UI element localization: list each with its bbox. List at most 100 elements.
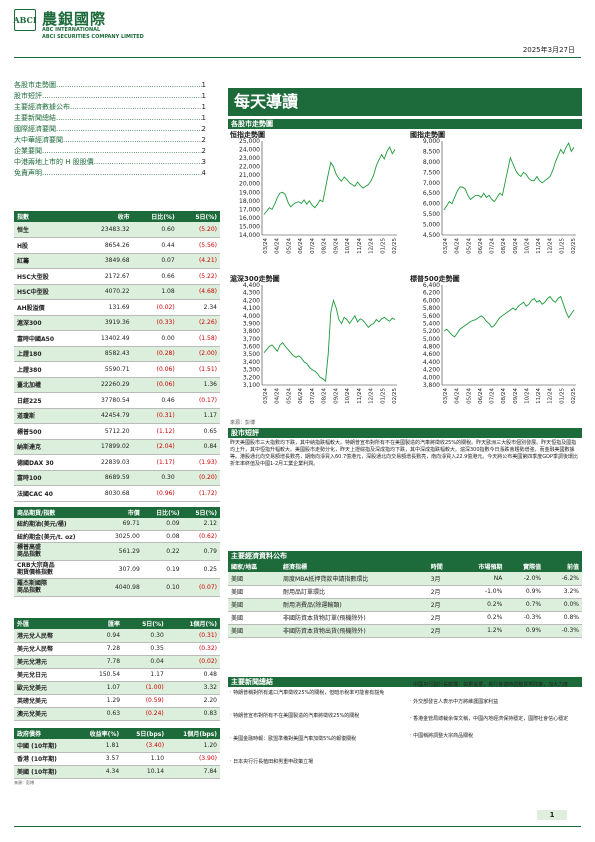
table-cell: 17899.02 [79, 439, 133, 455]
charts-area: 恒指走勢圖 25,000 24,000 23,000 22,000 21,000 20,00… [228, 128, 582, 423]
table-cell: 日經225 [14, 392, 80, 409]
y-tick-label: 22,000 [239, 164, 260, 171]
x-tick-label: 04/24 [275, 238, 281, 254]
table-cell: 0.04 [123, 655, 167, 669]
column-header: 日比(%) [142, 507, 183, 518]
table-cell: (0.24) [123, 707, 167, 721]
news-item: ‧ 中國央行副行長鄒瀾：如果需要，央行會適時調整貨幣政策，加大力度 [410, 682, 569, 688]
y-tick-label: 3,300 [243, 367, 260, 374]
table-cell: 澳元兌美元 [14, 707, 81, 721]
table-row: 紐約期金(美元/t. oz) 3025.00 0.08 (0.62) [14, 530, 220, 543]
table-cell: 港元兌人民幣 [14, 629, 81, 643]
table-cell: 2月 [427, 598, 457, 612]
table-cell: 納斯達克 [14, 439, 80, 455]
news-left-column: ‧ 特朗普稱對所有進口汽車徵收25%的關稅，但暗示稅率可能會有豁免 ‧ 特朗普宣布… [230, 690, 405, 782]
news-section-title: 主要新聞總結 [228, 677, 582, 687]
x-tick-label: 09/24 [333, 238, 339, 254]
table-cell: 紅籌 [14, 253, 80, 269]
table-cell: (1.51) [177, 361, 220, 378]
table-cell: (0.32) [166, 642, 220, 656]
toc-item[interactable]: 企業要聞....................................… [14, 146, 206, 157]
table-cell: (0.31) [166, 629, 220, 643]
table-cell: 美元兌人民幣 [14, 642, 81, 656]
column-header: 5日(%) [123, 618, 167, 629]
x-tick-label: 12/24 [548, 388, 554, 404]
chart-2: 滬深300走勢圖4,4004,3004,2004,1004,0003,9003,… [230, 274, 398, 404]
table-cell: (0.06) [132, 361, 178, 378]
table-cell: (0.96) [132, 485, 178, 502]
series-line [263, 145, 396, 215]
table-cell: 3.57 [75, 752, 123, 766]
toc-item-page: 4 [201, 169, 206, 177]
toc-item[interactable]: 免責声明....................................… [14, 168, 206, 179]
table-cell: 13402.49 [79, 330, 133, 347]
y-tick-label: 17,000 [239, 206, 260, 213]
table-cell: 歐元兌美元 [14, 681, 81, 695]
table-row: 美元兌人民幣 7.28 0.35 (0.32) [14, 642, 220, 656]
y-tick-label: 6,000 [423, 297, 440, 304]
charts-section-title: 各股市走勢圖 [228, 119, 582, 129]
table-cell: -0.3% [544, 624, 582, 638]
toc-item[interactable]: 主要新聞總結..................................… [14, 113, 206, 124]
table-row: AH股溢價 131.69 (0.02) 2.34 [14, 299, 220, 316]
toc-item-page: 1 [201, 114, 206, 122]
toc-item[interactable]: 主要經濟數據公布................................… [14, 102, 206, 113]
table-cell: 非國防資本貨物訂單(飛機除外) [280, 611, 428, 625]
table-cell: 3025.00 [101, 530, 143, 543]
x-tick-label: 11/24 [536, 388, 542, 404]
table-row: 臺北加權 22260.29 (0.06) 1.36 [14, 377, 220, 393]
econ-table: 國家/地區 經濟指標 時間 市場預期 實際值 前值 美國 周度MBA抵押貸款申請指數環比 3月 N… [228, 561, 582, 638]
y-tick-label: 4,400 [423, 359, 440, 366]
table-cell: (1.12) [132, 423, 178, 440]
table-cell: 2172.67 [79, 268, 133, 285]
x-tick-label: 10/24 [524, 238, 530, 254]
x-tick-label: 02/25 [571, 238, 577, 254]
x-tick-label: 05/24 [466, 238, 472, 254]
table-cell: 2月 [427, 624, 457, 638]
logo-text: ABCI [13, 15, 37, 25]
table-cell: 23483.32 [79, 222, 133, 238]
y-tick-label: 6,400 [423, 282, 440, 289]
y-tick-label: 5,800 [423, 305, 440, 312]
x-tick-label: 09/24 [513, 388, 519, 404]
table-cell: 0.9% [505, 585, 545, 599]
table-row: 歐元兌美元 1.07 (1.00) 3.32 [14, 681, 220, 695]
page-number: 1 [537, 810, 567, 820]
table-row: 恒生 23483.32 0.60 (5.20) [14, 222, 220, 238]
table-cell: 0.79 [182, 542, 220, 561]
table-cell: 周度MBA抵押貸款申請指數環比 [280, 572, 428, 586]
toc-item-title: 中港兩地上市的 H 股股價 [14, 158, 94, 166]
news-item: ‧ 日本央行行長植田和男重申政策立場 [230, 759, 314, 765]
toc-item[interactable]: 股市短評....................................… [14, 91, 206, 102]
table-row: 港元兌人民幣 0.94 0.30 (0.31) [14, 629, 220, 643]
toc-item-page: 1 [201, 81, 206, 89]
table-cell: -0.3% [505, 611, 545, 625]
table-cell: (1.00) [123, 681, 167, 695]
table-cell: 0.94 [80, 629, 124, 643]
brand-subname-en: ABCI SECURITIES COMPANY LIMITED [42, 34, 144, 40]
comment-section-title: 股市短評 [228, 428, 582, 438]
column-header: 1個月(bps) [167, 728, 220, 739]
toc-item[interactable]: 中港兩地上市的 H 股股價...........................… [14, 157, 206, 168]
x-tick-label: 04/24 [275, 388, 281, 404]
x-tick-label: 02/25 [571, 388, 577, 404]
table-cell: 0.19 [142, 560, 183, 579]
table-cell: 羅杰斯國際 商品指數 [14, 578, 102, 597]
table-cell: 美元兌日元 [14, 668, 81, 682]
toc-item[interactable]: 各股市走勢圖..................................… [14, 80, 206, 91]
news-right-column: ‧ 中國央行副行長鄒瀾：如果需要，央行會適時調整貨幣政策，加大力度 ‧ 外交部發言… [410, 682, 582, 750]
table-cell: 69.71 [101, 518, 143, 531]
table-cell: 4.34 [75, 765, 123, 779]
y-tick-label: 9,000 [423, 138, 440, 145]
table-of-contents: 各股市走勢圖..................................… [14, 80, 206, 179]
toc-item[interactable]: 大中華經濟要聞.................................… [14, 135, 206, 146]
table-cell: 1.17 [123, 668, 167, 682]
table-cell: 3月 [427, 572, 457, 586]
toc-item[interactable]: 國際經濟要聞..................................… [14, 124, 206, 135]
header-row: 外匯 匯率 5日(%) 1個月(%) [14, 618, 220, 629]
table-cell: 恒生 [14, 222, 80, 238]
toc-item-title: 國際經濟要聞 [14, 125, 56, 133]
x-tick-label: 03/24 [443, 388, 449, 404]
table-cell: 8654.26 [79, 237, 133, 254]
table-cell: (1.72) [177, 485, 220, 502]
